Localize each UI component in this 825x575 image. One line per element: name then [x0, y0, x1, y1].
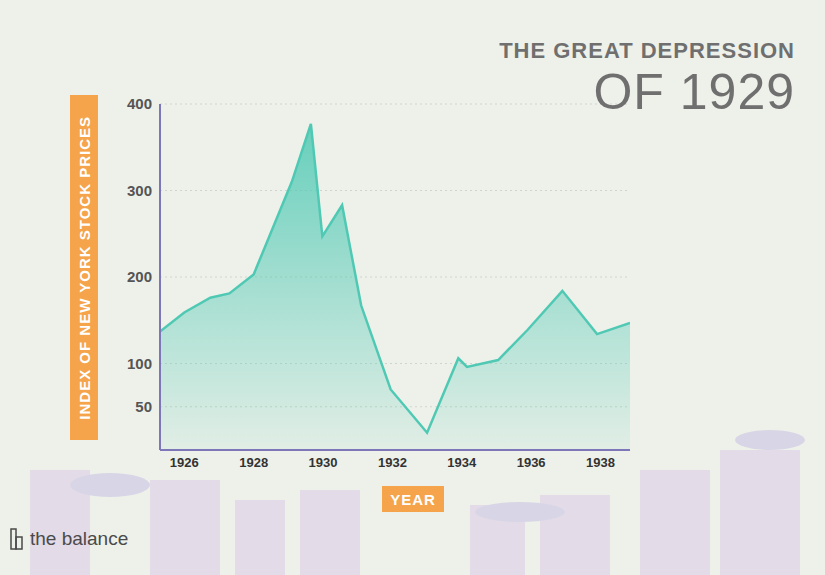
svg-text:1938: 1938 [586, 455, 615, 470]
html-text:INDEX OF NEW YORK STOCK PRICES: INDEX OF NEW YORK STOCK PRICES [75, 115, 93, 420]
html-text:THE GREAT DEPRESSION: THE GREAT DEPRESSION [499, 38, 795, 63]
svg-text:50: 50 [135, 398, 152, 415]
svg-text:1936: 1936 [517, 455, 546, 470]
svg-text:400: 400 [127, 95, 152, 112]
svg-text:100: 100 [127, 355, 152, 372]
svg-text:1928: 1928 [239, 455, 268, 470]
svg-text:1932: 1932 [378, 455, 407, 470]
svg-text:1926: 1926 [170, 455, 199, 470]
svg-text:200: 200 [127, 268, 152, 285]
html-text:OF 1929: OF 1929 [593, 64, 795, 120]
html-text:the balance: the balance [30, 528, 129, 549]
svg-text:1930: 1930 [309, 455, 338, 470]
html-text:YEAR: YEAR [390, 490, 436, 508]
svg-text:1934: 1934 [447, 455, 477, 470]
svg-text:300: 300 [127, 182, 152, 199]
